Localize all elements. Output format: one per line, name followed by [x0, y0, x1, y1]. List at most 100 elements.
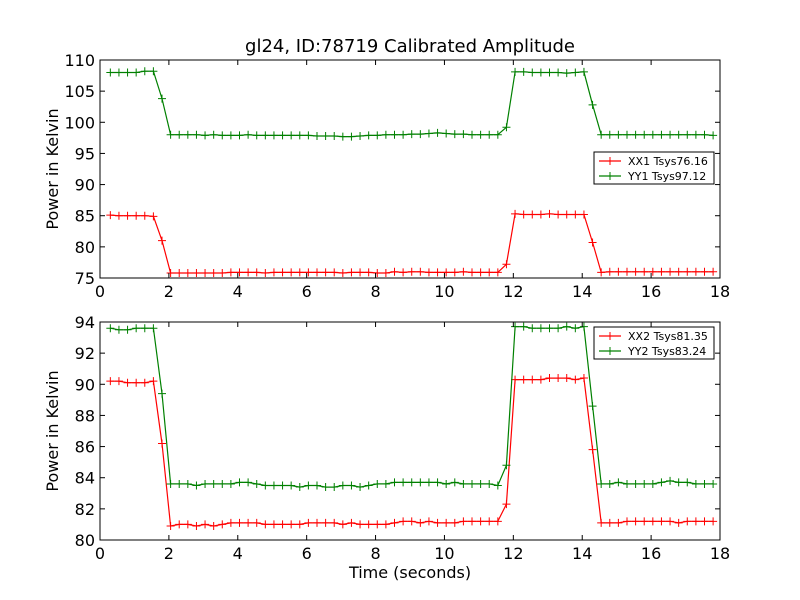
data-point	[140, 324, 149, 333]
data-point	[691, 479, 700, 488]
x-tick-label: 12	[503, 544, 523, 563]
data-point	[192, 269, 201, 278]
data-point	[356, 483, 365, 492]
data-point	[235, 131, 244, 140]
data-point	[424, 478, 433, 487]
data-point	[614, 478, 623, 487]
data-point	[468, 479, 476, 488]
data-point	[364, 131, 373, 140]
data-point	[373, 520, 382, 529]
data-point	[183, 130, 192, 139]
data-point	[588, 238, 597, 247]
data-point	[183, 520, 192, 529]
legend-marker	[606, 172, 614, 180]
data-point	[304, 518, 313, 527]
data-point	[140, 211, 149, 220]
data-point	[623, 517, 631, 526]
data-point	[158, 236, 166, 245]
data-point	[691, 130, 700, 139]
data-point	[183, 479, 192, 488]
data-point	[114, 211, 123, 220]
data-point	[528, 324, 537, 333]
data-point	[605, 130, 614, 139]
legend: XX2 Tsys81.35 YY2 Tsys83.24	[593, 326, 715, 360]
x-tick-label: 10	[434, 282, 454, 301]
data-point	[381, 130, 390, 139]
data-point	[252, 131, 261, 140]
data-point	[700, 479, 709, 488]
data-point	[261, 520, 270, 529]
data-point	[597, 518, 606, 527]
data-point	[295, 268, 304, 277]
data-point	[201, 520, 210, 529]
data-point	[700, 267, 709, 276]
data-point	[140, 67, 149, 76]
data-point	[201, 269, 210, 278]
data-point	[235, 268, 244, 277]
data-point	[459, 479, 468, 488]
data-point	[407, 130, 416, 139]
data-point	[244, 518, 253, 527]
data-point	[579, 374, 588, 383]
legend-box	[593, 326, 715, 360]
data-point	[278, 268, 287, 277]
data-point	[338, 269, 347, 278]
x-axis-label: Time (seconds)	[348, 563, 471, 582]
data-point	[493, 130, 502, 139]
data-point	[709, 131, 718, 140]
data-point	[476, 268, 485, 277]
data-point	[519, 375, 528, 384]
data-point	[709, 479, 718, 488]
data-point	[605, 267, 614, 276]
y-tick-label: 88	[75, 406, 95, 425]
data-point	[399, 130, 408, 139]
y-axis-label: Power in Kelvin	[43, 370, 62, 491]
data-point	[579, 67, 588, 76]
data-point	[373, 131, 382, 140]
data-point	[536, 68, 545, 77]
data-point	[433, 128, 442, 137]
data-point	[502, 461, 511, 470]
data-point	[459, 130, 468, 139]
data-point	[683, 130, 692, 139]
data-point	[416, 478, 425, 487]
data-point	[700, 517, 709, 526]
y-tick-label: 110	[64, 51, 95, 70]
data-point	[209, 130, 218, 139]
data-point	[554, 324, 563, 333]
data-point	[261, 269, 270, 278]
data-point	[433, 518, 442, 527]
legend-box	[593, 151, 715, 185]
data-point	[399, 478, 408, 487]
data-point	[114, 68, 123, 77]
data-point	[149, 324, 158, 333]
legend-marker	[606, 332, 614, 340]
data-point	[674, 518, 683, 527]
data-point	[356, 520, 365, 529]
data-point	[597, 479, 606, 488]
data-point	[562, 322, 571, 331]
data-point	[123, 211, 132, 220]
data-point	[554, 68, 563, 77]
data-point	[407, 517, 416, 526]
data-point	[364, 268, 373, 277]
data-point	[519, 67, 528, 76]
data-point	[390, 267, 399, 276]
data-point	[192, 521, 201, 530]
data-point	[132, 68, 141, 77]
data-point	[674, 478, 683, 487]
data-point	[295, 520, 304, 529]
data-point	[313, 131, 321, 140]
data-point	[691, 517, 700, 526]
data-point	[278, 520, 287, 529]
data-point	[605, 518, 614, 527]
data-point	[648, 479, 657, 488]
data-point	[140, 378, 149, 387]
data-point	[571, 210, 580, 219]
legend-label: XX1 Tsys76.16	[628, 155, 708, 168]
data-point	[338, 132, 347, 141]
data-point	[562, 69, 571, 78]
data-point	[226, 479, 235, 488]
data-point	[201, 479, 210, 488]
x-tick-label: 2	[164, 282, 174, 301]
